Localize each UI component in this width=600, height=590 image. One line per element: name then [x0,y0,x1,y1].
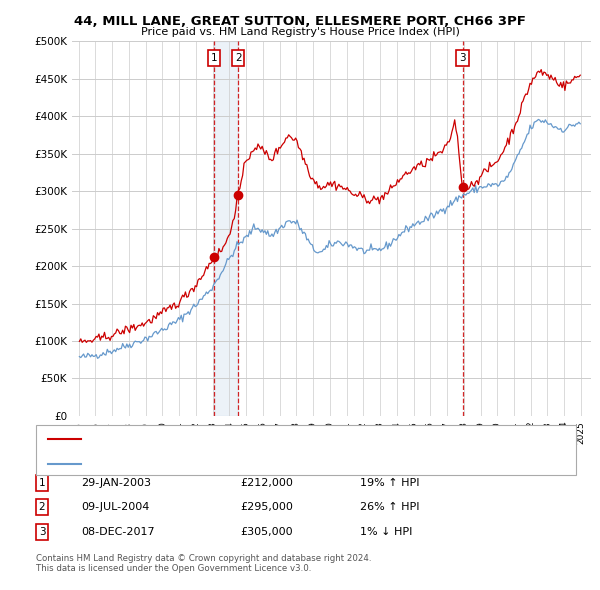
Text: 44, MILL LANE, GREAT SUTTON, ELLESMERE PORT, CH66 3PF (detached house): 44, MILL LANE, GREAT SUTTON, ELLESMERE P… [87,434,473,444]
Text: £295,000: £295,000 [240,503,293,512]
Text: £212,000: £212,000 [240,478,293,487]
Text: 3: 3 [459,53,466,63]
Bar [214,41,238,416]
Text: 1: 1 [211,53,217,63]
Text: 3: 3 [38,527,46,537]
Text: 2: 2 [38,503,46,512]
Text: Contains HM Land Registry data © Crown copyright and database right 2024.: Contains HM Land Registry data © Crown c… [36,554,371,563]
Text: HPI: Average price, detached house, Cheshire West and Chester: HPI: Average price, detached house, Ches… [87,459,401,469]
Text: 08-DEC-2017: 08-DEC-2017 [81,527,155,537]
Text: 19% ↑ HPI: 19% ↑ HPI [360,478,419,487]
Text: 1% ↓ HPI: 1% ↓ HPI [360,527,412,537]
Text: 2: 2 [235,53,242,63]
Text: 09-JUL-2004: 09-JUL-2004 [81,503,149,512]
Text: 26% ↑ HPI: 26% ↑ HPI [360,503,419,512]
Text: 1: 1 [38,478,46,487]
Text: This data is licensed under the Open Government Licence v3.0.: This data is licensed under the Open Gov… [36,565,311,573]
Text: 29-JAN-2003: 29-JAN-2003 [81,478,151,487]
Text: 44, MILL LANE, GREAT SUTTON, ELLESMERE PORT, CH66 3PF: 44, MILL LANE, GREAT SUTTON, ELLESMERE P… [74,15,526,28]
Text: £305,000: £305,000 [240,527,293,537]
Text: Price paid vs. HM Land Registry's House Price Index (HPI): Price paid vs. HM Land Registry's House … [140,27,460,37]
